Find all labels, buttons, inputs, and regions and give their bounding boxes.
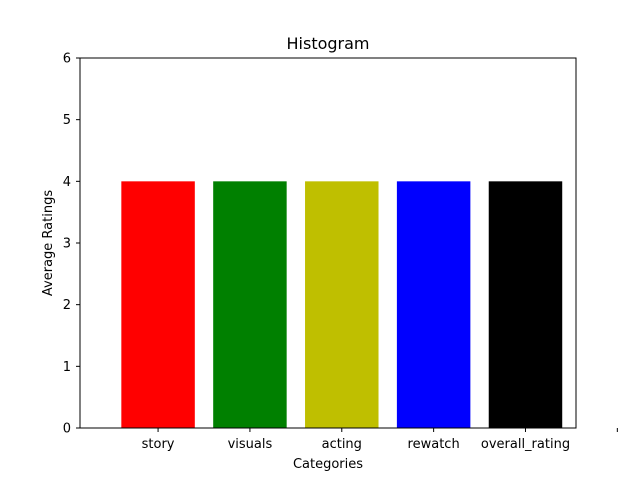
y-tick-label: 5 bbox=[63, 113, 71, 128]
x-tick-label: rewatch bbox=[408, 437, 460, 452]
y-tick-label: 1 bbox=[63, 360, 71, 375]
bar-visuals bbox=[213, 181, 287, 428]
y-tick-label: 0 bbox=[63, 422, 71, 437]
bar-rewatch bbox=[396, 181, 471, 428]
x-tick-label: visuals bbox=[228, 437, 273, 452]
x-tick-label: acting bbox=[322, 437, 362, 452]
bar-acting bbox=[305, 181, 379, 428]
y-tick-label: 3 bbox=[63, 237, 71, 252]
x-tick-label: story bbox=[142, 437, 175, 452]
chart-title: Histogram bbox=[287, 34, 370, 53]
ticks-layer: 0 1 2 3 4 5 6 story visuals acting rewatch overall_… bbox=[63, 52, 618, 452]
y-axis-label: Average Ratings bbox=[41, 190, 56, 296]
y-tick-label: 2 bbox=[63, 298, 71, 313]
bar-story bbox=[121, 181, 195, 428]
x-axis-label: Categories bbox=[293, 457, 363, 472]
bar-overall-rating bbox=[488, 181, 563, 428]
y-tick-label: 6 bbox=[63, 52, 71, 67]
x-tick-label: overall_rating bbox=[481, 437, 570, 452]
bars-layer bbox=[121, 181, 563, 428]
y-tick-label: 4 bbox=[63, 175, 71, 190]
